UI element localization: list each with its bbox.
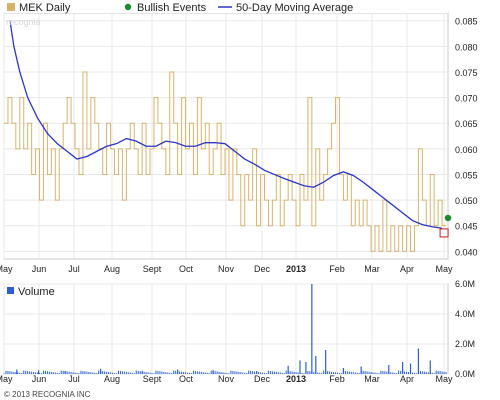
volume-legend-label: Volume (18, 286, 55, 298)
price-y-tick-label: 0.085 (455, 17, 478, 27)
volume-y-tick-label: 4.0M (455, 309, 475, 319)
price-x-tick-label: May (0, 264, 13, 274)
price-y-tick-label: 0.040 (455, 247, 478, 257)
legend-bullish-label: Bullish Events (137, 2, 207, 14)
price-x-tick-label: Oct (179, 264, 194, 274)
volume-y-axis: 6.0M 4.0M 2.0M 0.0M (455, 279, 475, 379)
price-x-tick-label: Feb (329, 264, 345, 274)
price-x-tick-label: Jun (32, 264, 47, 274)
price-x-tick-label: Jul (68, 264, 80, 274)
price-x-axis: May Jun Jul Aug Sept Oct Nov Dec 2013 Feb Mar Apr Ma… (0, 264, 453, 274)
price-x-tick-label: Dec (254, 264, 271, 274)
price-y-axis: 0.085 0.080 0.075 0.070 0.065 0.060 0.055 0.050… (455, 17, 478, 258)
price-x-tick-label: Apr (400, 264, 414, 274)
price-x-tick-label: 2013 (286, 264, 306, 274)
volume-x-tick-label: Feb (329, 374, 345, 384)
price-y-tick-label: 0.050 (455, 196, 478, 206)
volume-y-tick-label: 0.0M (455, 369, 475, 379)
moving-average-series (9, 20, 443, 229)
volume-x-tick-label: Nov (218, 374, 235, 384)
volume-x-tick-label: Aug (104, 374, 120, 384)
volume-x-tick-label: Mar (364, 374, 380, 384)
volume-y-tick-label: 2.0M (455, 339, 475, 349)
price-y-tick-label: 0.065 (455, 119, 478, 129)
volume-x-tick-label: Oct (179, 374, 194, 384)
bullish-event-point (444, 214, 452, 222)
watermark: recognia (6, 17, 41, 27)
price-y-tick-label: 0.055 (455, 170, 478, 180)
volume-x-tick-label: May (435, 374, 453, 384)
legend-bullish-dot (124, 3, 132, 11)
price-x-tick-label: Aug (104, 264, 120, 274)
last-price-box (439, 228, 449, 238)
bullish-events (444, 214, 452, 222)
volume-x-axis: May Jun Jul Aug Sept Oct Nov Dec 2013 Feb Mar Apr Ma… (0, 374, 453, 384)
copyright-label: © 2013 RECOGNIA INC (4, 390, 91, 399)
volume-x-tick-label: Jul (68, 374, 80, 384)
price-x-tick-label: May (435, 264, 453, 274)
volume-x-tick-label: 2013 (286, 374, 306, 384)
legend-mek-swatch (7, 3, 15, 11)
price-y-tick-label: 0.045 (455, 222, 478, 232)
volume-x-tick-label: Dec (254, 374, 271, 384)
price-x-tick-label: Nov (218, 264, 235, 274)
price-y-tick-label: 0.080 (455, 42, 478, 52)
price-grid (3, 13, 448, 259)
volume-x-tick-label: Jun (32, 374, 47, 384)
price-y-tick-label: 0.075 (455, 68, 478, 78)
price-x-tick-label: Sept (143, 264, 162, 274)
volume-x-tick-label: Apr (400, 374, 414, 384)
legend-ma-label: 50-Day Moving Average (236, 2, 353, 14)
volume-bars (3, 284, 447, 374)
price-step-line (4, 71, 447, 252)
volume-grid (3, 283, 448, 375)
price-y-tick-label: 0.070 (455, 94, 478, 104)
price-x-tick-label: Mar (364, 264, 380, 274)
legend-mek-label: MEK Daily (19, 2, 71, 14)
volume-x-tick-label: May (0, 374, 13, 384)
last-price-marker (439, 228, 449, 238)
volume-y-tick-label: 6.0M (455, 279, 475, 289)
price-y-tick-label: 0.060 (455, 145, 478, 155)
volume-x-tick-label: Sept (143, 374, 162, 384)
volume-legend-swatch (7, 287, 14, 294)
moving-average-line (9, 20, 443, 229)
price-series (4, 71, 447, 252)
